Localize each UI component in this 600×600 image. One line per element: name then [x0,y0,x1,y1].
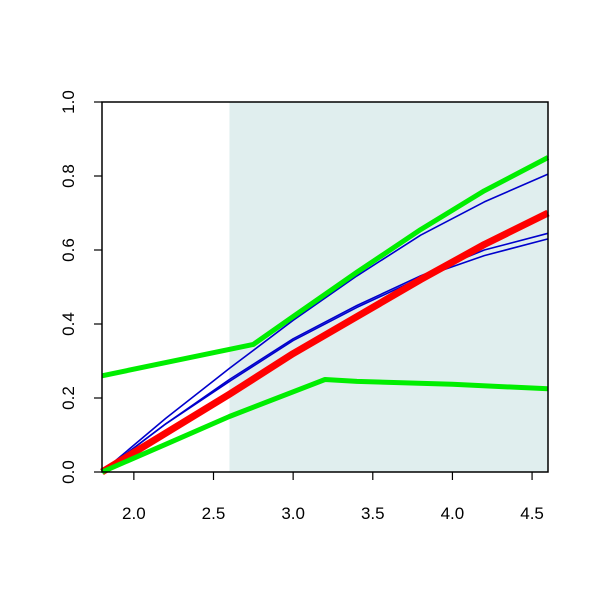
series-line-6 [101,377,549,475]
y-tick-label: 0.2 [59,386,78,410]
series-line-2 [101,238,549,473]
x-tick-label: 3.0 [281,504,305,523]
y-tick-label: 1.0 [59,90,78,114]
x-tick-label: 2.0 [122,504,146,523]
x-tick-label: 4.0 [441,504,465,523]
series-line-4 [100,209,550,475]
x-tick-label: 3.5 [361,504,385,523]
plot-frame [101,101,549,473]
y-tick-label: 0.0 [59,460,78,484]
x-tick-label: 2.5 [202,504,226,523]
y-tick-label: 0.6 [59,238,78,262]
x-tick-label: 4.5 [520,504,544,523]
y-tick-label: 0.4 [59,312,78,336]
y-tick-label: 0.8 [59,164,78,188]
shaded-region [229,102,548,472]
series-line-5 [101,155,550,379]
series-line-3 [101,173,549,473]
